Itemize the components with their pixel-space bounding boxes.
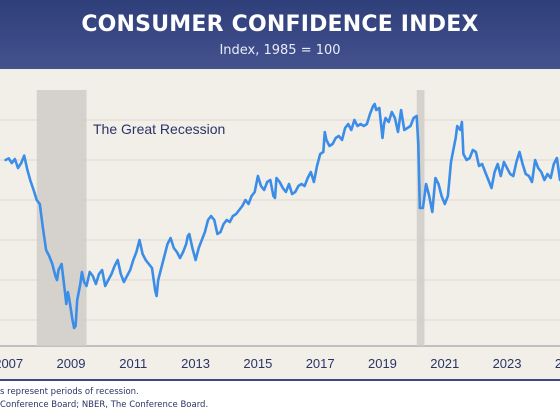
plot-area bbox=[0, 69, 560, 379]
gridlines bbox=[0, 119, 560, 347]
x-tick-label: 2013 bbox=[181, 356, 210, 371]
x-tick-label: 2021 bbox=[430, 356, 459, 371]
x-tick-label: 2023 bbox=[493, 356, 522, 371]
x-axis-ticks: 2007 2009 2011 2013 2015 2017 2019 2021 2023 2025 bbox=[0, 356, 560, 371]
source-line: Conference Board; NBER, The Conference B… bbox=[0, 400, 209, 410]
line-chart: 2007 2009 2011 2013 2015 2017 2019 2021 2023 2025… bbox=[0, 90, 560, 371]
chart-footer: s represent periods of recession. Confer… bbox=[0, 379, 560, 420]
x-tick-label: 2011 bbox=[119, 356, 147, 371]
chart-subtitle: Index, 1985 = 100 bbox=[219, 43, 341, 58]
chart-title: CONSUMER CONFIDENCE INDEX bbox=[81, 12, 479, 37]
footer-divider bbox=[0, 379, 560, 381]
annotation-great-recession: The Great Recession bbox=[93, 121, 225, 137]
x-tick-label: 2007 bbox=[0, 356, 23, 371]
x-tick-label: 2019 bbox=[368, 356, 397, 371]
recession-band bbox=[416, 90, 425, 346]
series-line bbox=[4, 102, 560, 330]
x-tick-label: 2017 bbox=[306, 356, 335, 371]
footnote: s represent periods of recession. bbox=[0, 387, 139, 397]
x-tick-label: 2015 bbox=[243, 356, 272, 371]
series-layer bbox=[4, 102, 560, 330]
recession-band bbox=[36, 90, 87, 346]
x-tick-label: 2025 bbox=[555, 356, 560, 371]
chart-header bbox=[0, 0, 560, 69]
x-tick-label: 2009 bbox=[57, 356, 86, 371]
